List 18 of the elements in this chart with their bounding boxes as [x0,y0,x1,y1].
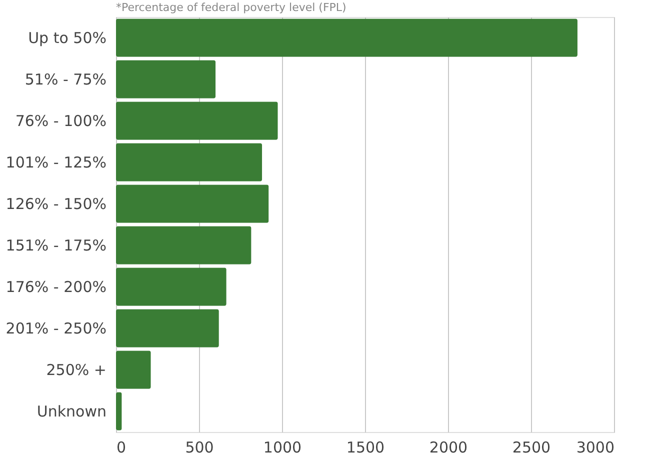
x-tick-label: 0 [116,438,126,456]
y-tick-label: Unknown [36,402,106,420]
y-tick-label: 101% - 125% [6,153,106,172]
x-tick-label: 2000 [429,438,468,456]
x-tick-label: 500 [185,438,214,456]
x-tick-label: 3000 [576,438,614,456]
y-tick-label: 126% - 150% [6,194,106,213]
y-tick-label: 201% - 250% [6,319,106,338]
x-tick-label: 1500 [346,438,385,456]
text: *Percentage of federal poverty level (FPL) [116,1,346,14]
x-tick-label: 1000 [263,438,302,456]
y-tick-label: 250% + [46,360,106,379]
y-tick-label: Up to 50% [28,28,106,47]
y-tick-label: 76% - 100% [15,112,106,130]
y-tick-label: 176% - 200% [6,278,106,296]
x-tick-label: 2500 [512,438,551,456]
y-tick-label: 51% - 75% [24,70,106,88]
y-tick-label: 151% - 175% [6,236,106,254]
